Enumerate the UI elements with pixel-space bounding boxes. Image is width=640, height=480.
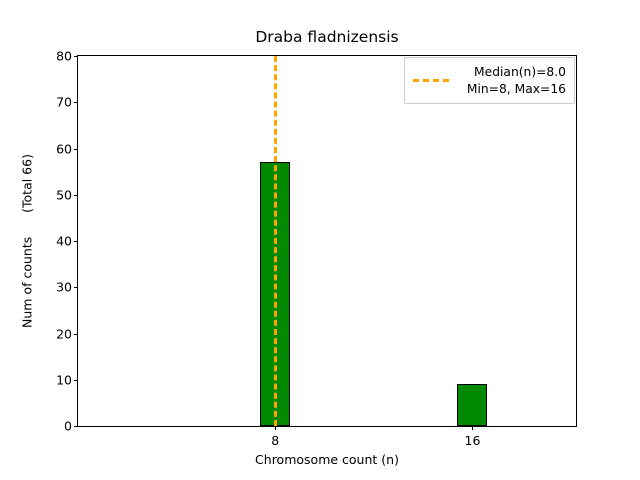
legend-line-2: Min=8, Max=16 — [466, 81, 566, 96]
y-tick-mark — [74, 194, 78, 196]
y-tick-label: 0 — [64, 418, 72, 434]
y-axis-label-line1: Num of counts — [19, 236, 35, 328]
x-tick-label: 8 — [271, 433, 280, 448]
plot-area: 0 10 20 30 40 50 60 70 — [56, 49, 577, 448]
chart-title: Draba fladnizensis — [255, 28, 399, 46]
y-tick-label: 10 — [56, 372, 72, 388]
legend-dashed-line-swatch — [413, 79, 449, 83]
legend: Median(n)=8.0 Min=8, Max=16 — [404, 57, 575, 105]
y-tick-label: 30 — [56, 279, 72, 295]
y-tick-label: 60 — [56, 141, 72, 156]
y-axis-label-wrapper: Num of counts (Total 66) — [16, 55, 38, 427]
y-tick-label: 20 — [56, 326, 72, 341]
y-tick-mark — [74, 56, 78, 57]
x-tick-label: 16 — [464, 433, 481, 448]
y-tick-label: 70 — [56, 94, 72, 110]
y-tick-label: 50 — [56, 187, 72, 203]
median-line-layer — [78, 56, 576, 426]
y-tick-mark — [74, 102, 78, 104]
y-tick-mark — [74, 148, 78, 150]
y-tick-mark — [74, 333, 78, 335]
y-axis-label: Num of counts (Total 66) — [20, 154, 35, 328]
y-tick-mark — [74, 426, 78, 427]
legend-text: Median(n)=8.0 Min=8, Max=16 — [458, 64, 566, 97]
median-line — [273, 56, 277, 426]
x-tick-mark — [275, 426, 277, 430]
y-tick-mark — [74, 287, 78, 289]
y-axis-label-spacer — [20, 217, 35, 233]
x-axis-label: Chromosome count (n) — [255, 452, 399, 467]
legend-line-1: Median(n)=8.0 — [474, 65, 566, 79]
y-tick-mark — [74, 379, 78, 381]
x-tick-mark — [472, 426, 474, 430]
bar-n16 — [457, 384, 488, 426]
y-axis-label-line2: (Total 66) — [19, 154, 35, 213]
y-tick-label: 80 — [56, 48, 72, 64]
y-tick-label: 40 — [56, 233, 72, 249]
y-tick-mark — [74, 241, 78, 242]
